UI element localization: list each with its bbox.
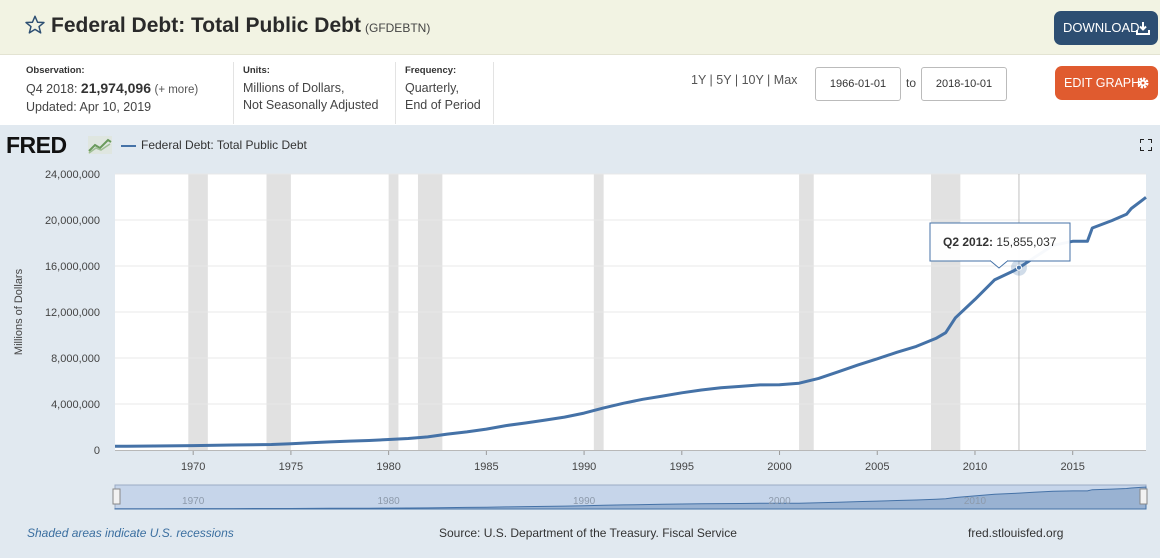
observation-value: 21,974,096 xyxy=(80,80,151,96)
divider xyxy=(233,62,234,124)
download-icon xyxy=(1136,22,1150,35)
more-link[interactable]: (+ more) xyxy=(154,84,199,96)
legend-swatch xyxy=(121,145,136,147)
edit-graph-button[interactable]: EDIT GRAPH xyxy=(1055,66,1158,100)
recession-note[interactable]: Shaded areas indicate U.S. recessions xyxy=(27,526,234,540)
site-link[interactable]: fred.stlouisfed.org xyxy=(968,526,1064,540)
units-line2: Not Seasonally Adjusted xyxy=(243,98,379,112)
fred-chart-icon xyxy=(88,136,112,154)
graph-panel xyxy=(0,125,1160,558)
gear-icon xyxy=(1137,77,1149,89)
units-line1: Millions of Dollars, xyxy=(243,81,345,95)
range-selector: 1Y | 5Y | 10Y | Max xyxy=(691,73,798,87)
fullscreen-icon[interactable] xyxy=(1140,139,1152,151)
observation-block: Observation: Q4 2018: 21,974,096 (+ more… xyxy=(26,58,198,124)
frequency-line2: End of Period xyxy=(405,98,481,112)
download-button[interactable]: DOWNLOAD xyxy=(1054,11,1158,45)
updated-date: Updated: Apr 10, 2019 xyxy=(26,100,152,114)
to-label: to xyxy=(906,76,917,90)
divider xyxy=(395,62,396,124)
end-date-input[interactable]: 2018-10-01 xyxy=(921,67,1007,101)
edit-graph-label: EDIT GRAPH xyxy=(1064,76,1141,90)
range-10y[interactable]: 10Y xyxy=(741,73,764,87)
range-5y[interactable]: 5Y xyxy=(716,73,732,87)
start-date-input[interactable]: 1966-01-01 xyxy=(815,67,901,101)
series-id: (GFDEBTN) xyxy=(364,21,431,35)
divider xyxy=(493,62,494,124)
star-icon[interactable] xyxy=(24,14,46,36)
range-1y[interactable]: 1Y xyxy=(691,73,707,87)
title-band xyxy=(0,0,1160,55)
observation-period: Q4 2018: xyxy=(26,82,78,96)
range-max[interactable]: Max xyxy=(773,73,798,87)
frequency-label: Frequency: xyxy=(405,65,457,76)
frequency-block: Frequency: Quarterly, End of Period xyxy=(405,58,481,124)
series-title: Federal Debt: Total Public Debt (GFDEBTN) xyxy=(51,14,430,38)
frequency-line1: Quarterly, xyxy=(405,81,459,95)
fred-logo: FRED xyxy=(6,132,67,158)
legend-label: Federal Debt: Total Public Debt xyxy=(141,138,307,152)
download-label: DOWNLOAD xyxy=(1063,20,1140,35)
series-title-text: Federal Debt: Total Public Debt xyxy=(51,14,361,37)
units-label: Units: xyxy=(243,65,270,76)
source-note: Source: U.S. Department of the Treasury.… xyxy=(439,526,737,540)
units-block: Units: Millions of Dollars, Not Seasonal… xyxy=(243,58,379,124)
observation-label: Observation: xyxy=(26,65,85,76)
